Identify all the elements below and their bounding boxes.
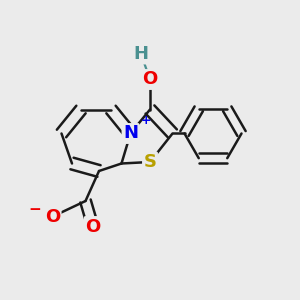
Text: S: S: [143, 153, 157, 171]
Text: H: H: [134, 45, 148, 63]
Text: −: −: [28, 202, 41, 217]
Text: O: O: [85, 218, 100, 236]
Text: O: O: [45, 208, 60, 226]
Text: +: +: [141, 114, 152, 128]
Text: N: N: [123, 124, 138, 142]
Text: O: O: [142, 70, 158, 88]
